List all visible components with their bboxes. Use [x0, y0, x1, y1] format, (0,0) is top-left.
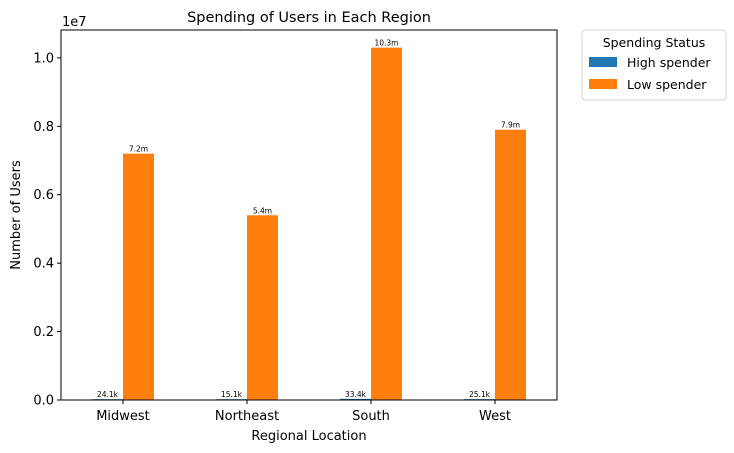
data-label-high-spender-northeast: 15.1k	[221, 390, 243, 399]
y-axis-label: Number of Users	[9, 160, 24, 270]
y-tick-label: 0.2	[33, 325, 54, 340]
x-tick-label-northeast: Northeast	[215, 409, 279, 424]
y-tick-label: 0.0	[33, 394, 54, 409]
data-label-high-spender-west: 25.1k	[469, 390, 491, 399]
legend: Spending Status High spender Low spender	[581, 29, 727, 101]
data-label-low-spender-northeast: 5.4m	[253, 206, 272, 215]
y-tick-label: 0.4	[33, 257, 54, 272]
axis-ticks: 0.0 0.2 0.4 0.6 0.8 1.0 Midwest Northeast South W…	[33, 51, 511, 424]
legend-box	[581, 29, 727, 101]
x-tick-label-midwest: Midwest	[96, 409, 150, 424]
bar-low-spender-northeast	[247, 215, 278, 400]
bar-low-spender-midwest	[123, 153, 154, 400]
bar-low-spender-south	[371, 47, 402, 400]
bar-high-spender-south	[340, 398, 371, 400]
data-labels: 24.1k 7.2m 15.1k 5.4m 33.4k 10.3m 25.1k 7.9m	[97, 39, 520, 400]
data-label-low-spender-west: 7.9m	[501, 121, 520, 130]
x-tick-label-west: West	[479, 409, 511, 424]
legend-label-low-spender: Low spender	[627, 77, 707, 92]
legend-swatch-high-spender	[589, 57, 617, 67]
bar-low-spender-west	[495, 129, 526, 400]
plot-frame	[60, 29, 558, 401]
legend-title: Spending Status	[603, 35, 706, 50]
data-label-low-spender-midwest: 7.2m	[129, 145, 148, 154]
legend-swatch-low-spender	[589, 79, 617, 89]
y-offset-label: 1e7	[62, 15, 87, 30]
data-label-low-spender-south: 10.3m	[374, 39, 398, 48]
chart-title: Spending of Users in Each Region	[187, 10, 431, 26]
x-axis-label: Regional Location	[251, 429, 366, 444]
y-tick-label: 0.8	[33, 120, 54, 135]
bars	[92, 47, 526, 400]
data-label-high-spender-south: 33.4k	[345, 390, 367, 399]
y-tick-label: 0.6	[33, 188, 54, 203]
y-tick-label: 1.0	[33, 51, 54, 66]
data-label-high-spender-midwest: 24.1k	[97, 390, 119, 399]
legend-label-high-spender: High spender	[627, 55, 711, 70]
x-tick-label-south: South	[352, 409, 390, 424]
